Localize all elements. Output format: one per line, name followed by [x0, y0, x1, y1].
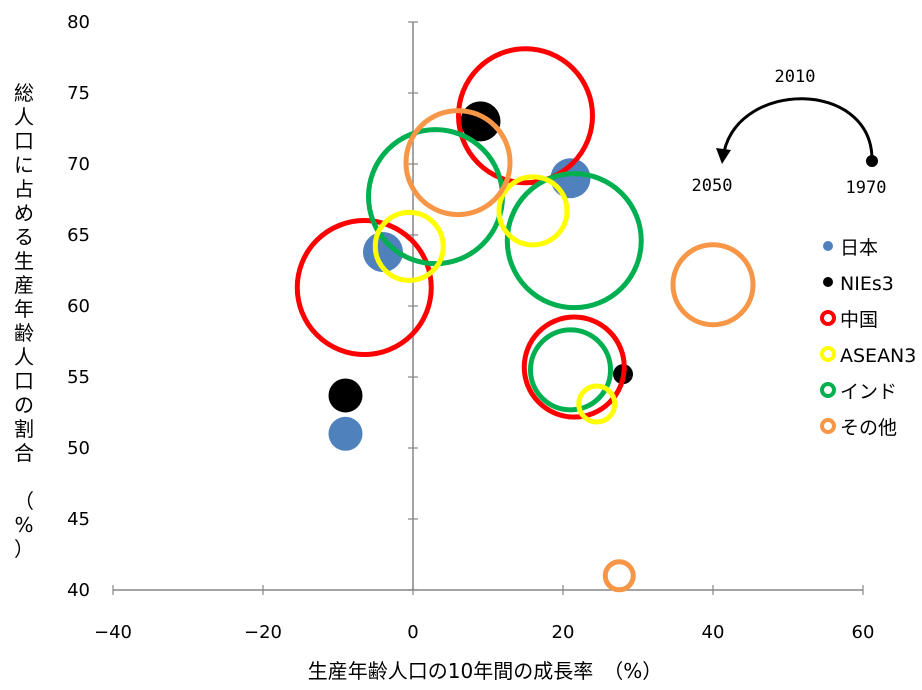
annotation-2010: 2010 — [775, 67, 816, 87]
arrow-head-icon — [716, 148, 731, 164]
y-axis-title: 総人口に占める生産年齢人口の割合 （%） — [14, 81, 34, 561]
y-axis-title-char: % — [14, 513, 33, 537]
y-axis-title-char: 割 — [14, 417, 34, 441]
legend-label: その他 — [840, 417, 897, 439]
y-axis-title-char: 占 — [14, 177, 34, 201]
x-tick-label: −20 — [244, 622, 282, 643]
y-tick-label: 80 — [67, 12, 90, 33]
bubble-日本 — [328, 416, 363, 451]
y-axis-title-char: 総 — [14, 81, 34, 105]
annotation-1970: 1970 — [846, 178, 887, 198]
y-axis-title-char: の — [14, 393, 34, 417]
legend-marker — [820, 382, 836, 398]
bubble-ASEAN3 — [496, 174, 570, 248]
y-tick-label: 70 — [67, 154, 90, 175]
y-axis-ticks: 40 45 50 55 60 65 70 75 80 — [67, 12, 418, 601]
x-tick-label: 40 — [702, 622, 725, 643]
y-tick-label: 45 — [67, 509, 90, 530]
bubble-ASEAN3 — [372, 209, 446, 283]
bubble-インド — [504, 171, 644, 311]
y-axis-title-char: る — [14, 225, 34, 249]
bubble-インド — [366, 127, 505, 267]
legend-marker — [823, 241, 833, 251]
x-tick-label: 20 — [552, 622, 575, 643]
bubble-日本 — [363, 232, 403, 273]
y-axis-title-char: に — [14, 153, 34, 177]
legend-marker — [820, 418, 836, 434]
bubble-中国 — [294, 218, 434, 358]
y-axis-title-char: 齢 — [14, 321, 34, 345]
axes — [113, 22, 863, 591]
y-axis-title-char: ） — [14, 537, 34, 561]
y-tick-label: 50 — [67, 438, 90, 459]
y-tick-label: 55 — [67, 367, 90, 388]
x-tick-label: 0 — [407, 622, 418, 643]
y-axis-title-char: 人 — [14, 345, 34, 369]
legend-label: ASEAN3 — [840, 345, 916, 367]
y-axis-title-char: 口 — [14, 369, 34, 393]
legend-label: 中国 — [840, 309, 878, 331]
bubble-インド — [528, 327, 613, 413]
y-axis-title-char: 産 — [14, 273, 34, 297]
x-tick-label: 60 — [852, 622, 875, 643]
y-axis-title-char: 年 — [14, 297, 34, 321]
x-tick-label: −40 — [94, 622, 132, 643]
legend-label: NIEs3 — [840, 273, 894, 295]
annotation-2050: 2050 — [692, 176, 733, 196]
bubbles — [294, 46, 756, 593]
time-annotation: 2010 2050 1970 — [692, 67, 887, 198]
y-axis-title-char: 人 — [14, 105, 34, 129]
x-axis-title: 生産年齢人口の10年間の成長率 （%） — [308, 659, 662, 683]
bubble-中国 — [456, 46, 595, 186]
bubble-その他 — [403, 108, 513, 218]
legend-label: インド — [840, 381, 897, 403]
legend-marker — [820, 310, 836, 326]
time-arrow-curve — [722, 97, 874, 159]
legend-marker — [823, 277, 833, 287]
legend-label: 日本 — [840, 237, 878, 259]
y-axis-title-char: （ — [14, 489, 34, 513]
legend-marker — [820, 346, 836, 362]
bubble-その他 — [602, 559, 636, 593]
bubble-NIEs3 — [328, 378, 363, 413]
bubble-ASEAN3 — [576, 383, 618, 425]
y-tick-label: 60 — [67, 296, 90, 317]
arrow-start-dot — [866, 155, 878, 167]
bubble-その他 — [670, 242, 756, 328]
bubble-中国 — [521, 314, 627, 420]
y-tick-label: 75 — [67, 83, 90, 104]
y-tick-label: 65 — [67, 225, 90, 246]
y-axis-title-char: 生 — [14, 249, 34, 273]
y-axis-title-char: 合 — [14, 441, 34, 465]
x-axis-ticks: −40 −20 0 20 40 60 — [94, 585, 874, 643]
y-tick-label: 40 — [67, 580, 90, 601]
y-axis-title-char: め — [14, 201, 34, 225]
y-axis-title-char — [14, 465, 34, 489]
y-axis-title-char: 口 — [14, 129, 34, 153]
